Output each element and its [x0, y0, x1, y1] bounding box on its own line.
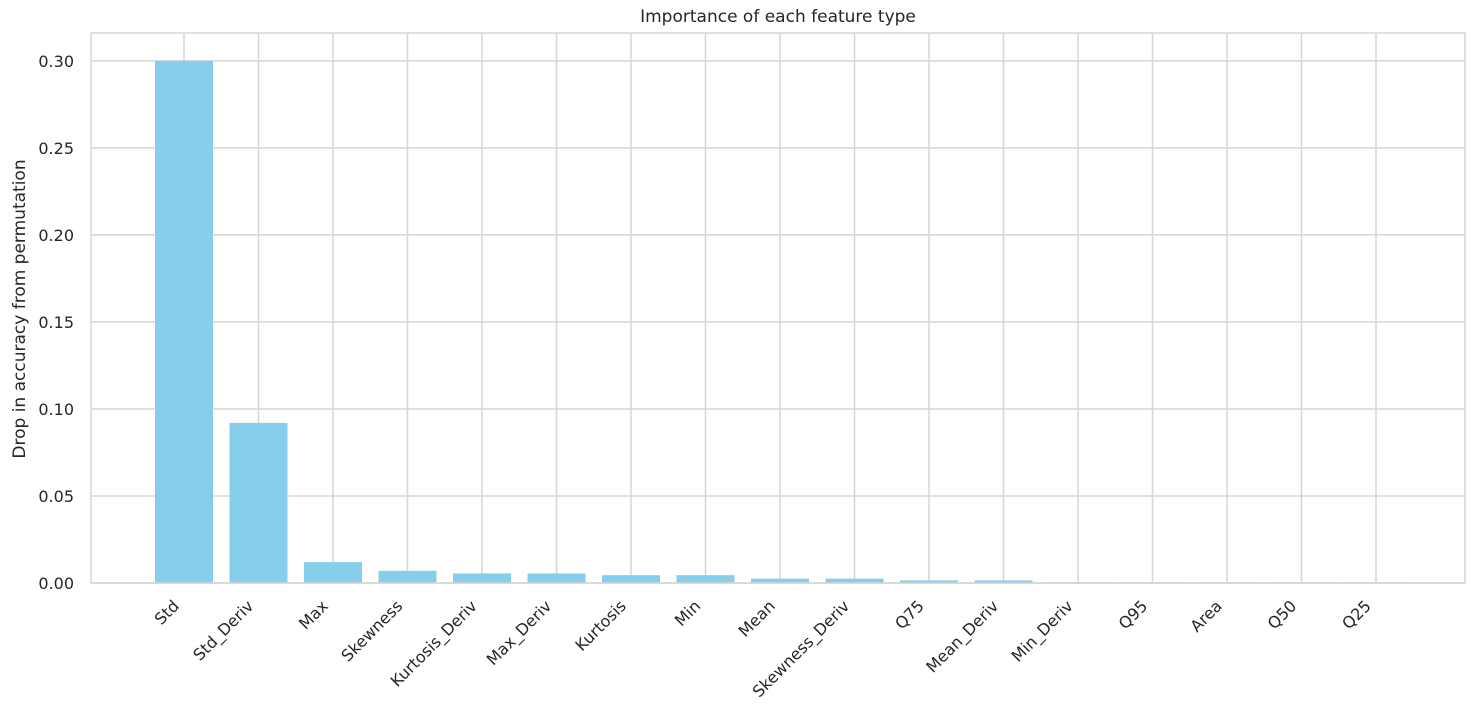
y-tick-label: 0.00	[38, 574, 74, 593]
y-tick-label: 0.15	[38, 313, 74, 332]
x-tick-label: Std_Deriv	[189, 596, 258, 665]
x-tick-label: Q95	[1115, 596, 1152, 633]
x-tick-label: Min_Deriv	[1007, 596, 1077, 666]
x-tick-label: Q50	[1264, 596, 1301, 633]
chart-title: Importance of each feature type	[640, 7, 916, 27]
y-axis-title: Drop in accuracy from permutation	[10, 159, 30, 458]
x-tick-label: Min	[671, 596, 705, 630]
y-tick-label: 0.20	[38, 226, 74, 245]
bar	[453, 573, 511, 583]
bar	[676, 575, 735, 583]
x-tick-label: Mean_Deriv	[922, 596, 1003, 677]
bar	[527, 573, 586, 583]
x-tick-label: Q25	[1338, 596, 1375, 633]
bar	[825, 578, 884, 583]
y-tick-label: 0.05	[38, 487, 74, 506]
x-tick-label: Skewness	[337, 596, 406, 665]
x-tick-label: Max_Deriv	[483, 596, 556, 669]
y-tick-label: 0.30	[38, 52, 74, 71]
y-tick-labels: 0.00 0.05 0.10 0.15 0.20 0.25 0.30	[38, 52, 74, 593]
bar-layer	[155, 60, 1405, 584]
y-tick-label: 0.10	[38, 400, 74, 419]
grid-layer	[91, 33, 1465, 584]
bar	[155, 60, 213, 584]
bar	[229, 422, 288, 583]
bar	[900, 580, 958, 583]
x-tick-label: Max	[295, 596, 332, 633]
x-tick-label: Mean	[735, 596, 779, 640]
x-tick-label: Kurtosis	[571, 596, 629, 654]
y-tick-label: 0.25	[38, 139, 74, 158]
bar	[974, 580, 1033, 583]
x-tick-label: Q75	[891, 596, 928, 633]
plot-frame	[90, 32, 1466, 584]
bar	[751, 578, 809, 583]
x-tick-label: Area	[1186, 596, 1225, 635]
bar	[304, 562, 362, 583]
x-tick-label: Std	[151, 596, 183, 628]
bar	[378, 570, 437, 583]
bar	[602, 575, 660, 583]
